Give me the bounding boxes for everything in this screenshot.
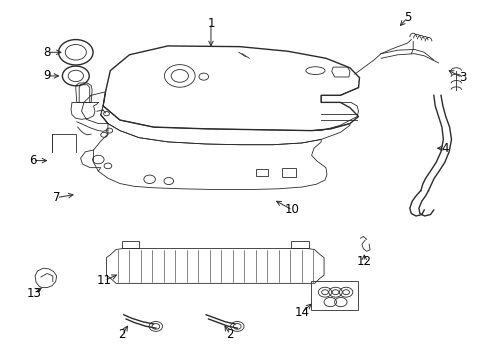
Text: 1: 1 (207, 17, 214, 30)
Text: 2: 2 (118, 328, 126, 341)
Text: 10: 10 (285, 203, 299, 216)
Text: 13: 13 (26, 287, 41, 300)
Text: 4: 4 (440, 142, 447, 155)
Text: 8: 8 (43, 46, 51, 59)
Text: 14: 14 (294, 306, 309, 319)
Text: 11: 11 (97, 274, 112, 287)
Text: 6: 6 (29, 154, 37, 167)
Text: 3: 3 (458, 71, 465, 84)
Text: 9: 9 (43, 69, 51, 82)
Text: 5: 5 (403, 11, 410, 24)
Text: 7: 7 (53, 191, 61, 204)
Text: 12: 12 (356, 255, 371, 268)
Text: 2: 2 (226, 328, 233, 341)
